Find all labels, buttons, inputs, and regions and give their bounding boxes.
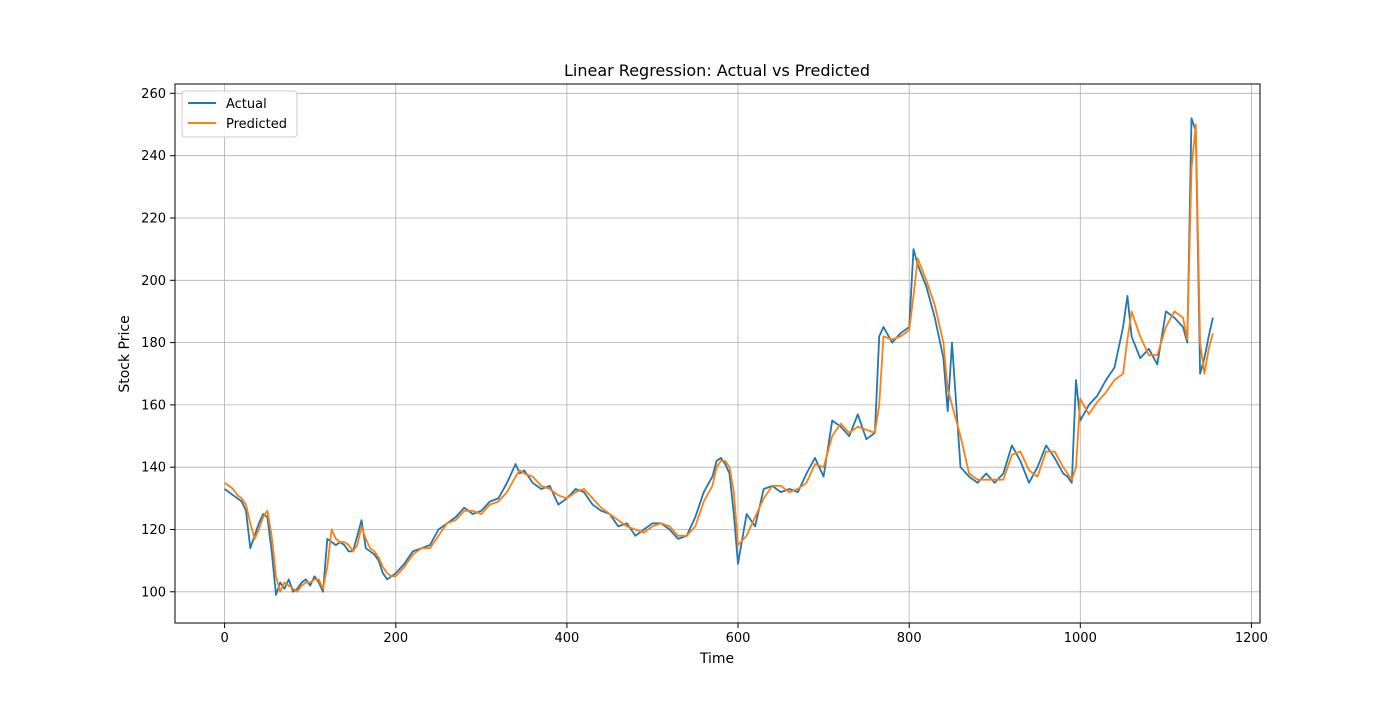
x-tick-label: 600 (726, 631, 751, 646)
y-tick-label: 220 (141, 212, 166, 227)
y-tick-label: 100 (141, 585, 166, 600)
y-tick-label: 200 (141, 274, 166, 289)
y-tick-label: 260 (141, 87, 166, 102)
y-tick-label: 140 (141, 461, 166, 476)
axis-ticks: 0 200 400 600 800 1000 1200 100 120 140 160 180 200 2… (141, 87, 1268, 646)
y-tick-label: 120 (141, 523, 166, 538)
y-axis-label: Stock Price (117, 315, 133, 392)
y-tick-label: 160 (141, 398, 166, 413)
legend-label-actual: Actual (226, 97, 267, 112)
x-tick-label: 400 (554, 631, 579, 646)
x-tick-label: 1000 (1064, 631, 1097, 646)
x-tick-label: 1200 (1235, 631, 1268, 646)
y-tick-label: 180 (141, 336, 166, 351)
series-lines (224, 117, 1214, 596)
x-axis-label: Time (699, 651, 734, 667)
legend-label-predicted: Predicted (226, 117, 287, 132)
legend: Actual Predicted (181, 90, 298, 138)
x-tick-label: 0 (220, 631, 228, 646)
series-line-predicted (224, 123, 1214, 593)
chart-title: Linear Regression: Actual vs Predicted (564, 61, 870, 80)
y-tick-label: 240 (141, 149, 166, 164)
plot-frame (174, 83, 1261, 624)
x-tick-label: 200 (383, 631, 408, 646)
x-tick-label: 800 (897, 631, 922, 646)
